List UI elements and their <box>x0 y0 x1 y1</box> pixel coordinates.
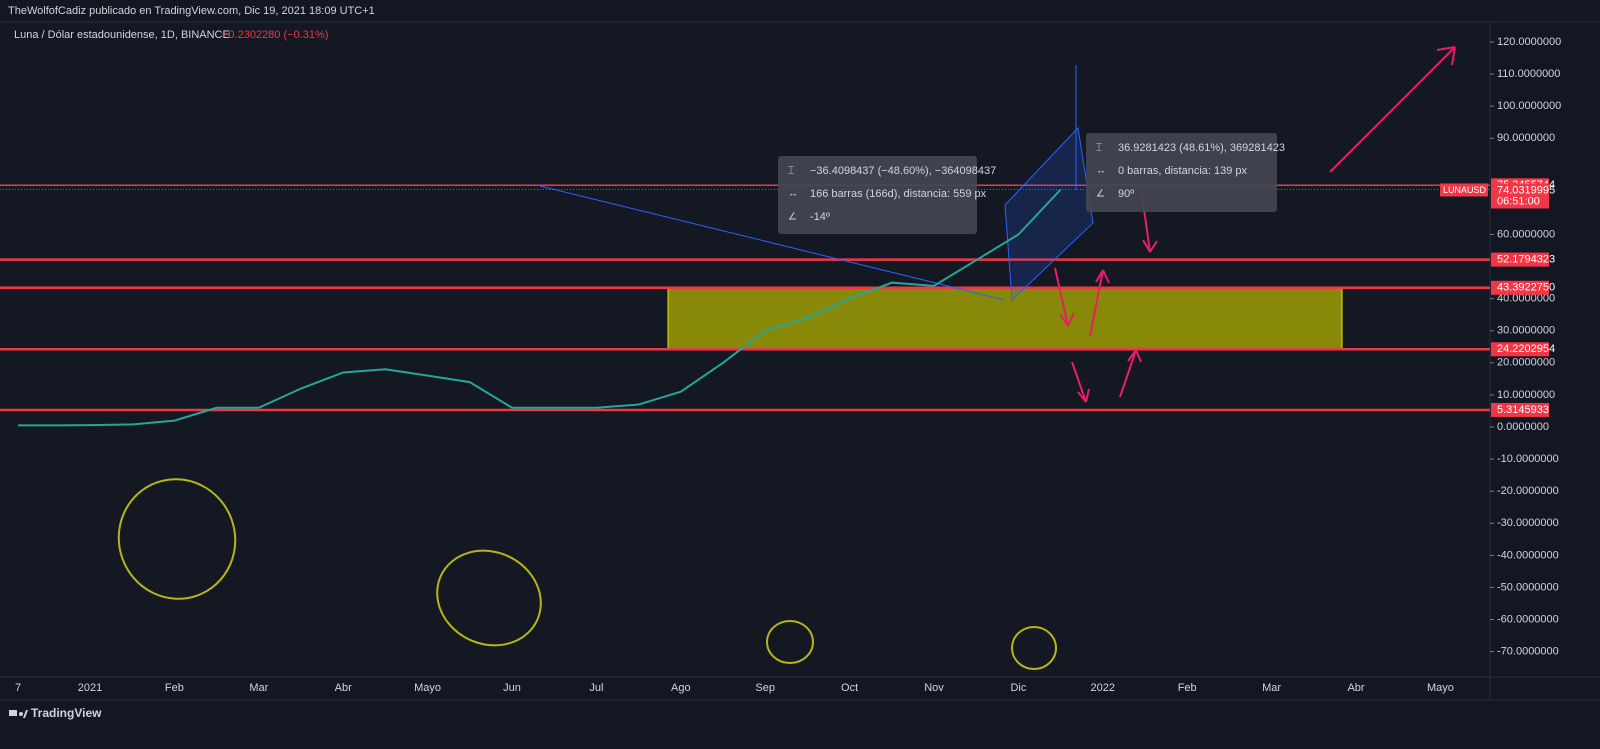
level-tag <box>1491 342 1549 357</box>
x-tick-label: 7 <box>15 682 21 694</box>
channel <box>1004 126 1094 302</box>
level-tag-label: 24.2202954 <box>1497 343 1555 355</box>
price-tag <box>1491 183 1549 209</box>
x-tick-label: Mayo <box>414 682 441 694</box>
price-tag-countdown: 06:51:00 <box>1497 195 1540 207</box>
trend-line <box>539 185 1006 301</box>
x-tick-label: Feb <box>165 682 184 694</box>
y-tick-label: -50.0000000 <box>1497 581 1559 593</box>
arrows <box>1054 46 1456 403</box>
measure-text: 166 barras (166d), distancia: 559 px <box>810 188 987 200</box>
y-tick-label: -40.0000000 <box>1497 549 1559 561</box>
y-tick-label: 0.0000000 <box>1497 421 1549 433</box>
y-tick-label: 90.0000000 <box>1497 132 1555 144</box>
highlight-circles <box>117 478 1057 670</box>
x-tick-label: Mar <box>1262 682 1281 694</box>
measure-icon: ↔ <box>1096 166 1106 177</box>
symbol-title: Luna / Dólar estadounidense, 1D, BINANCE <box>14 29 230 41</box>
y-tick-label: 110.0000000 <box>1497 68 1560 80</box>
x-tick-label: Nov <box>924 682 944 694</box>
measure-icon: ⌶ <box>1096 143 1102 154</box>
measure-icon: ∠ <box>788 212 797 223</box>
footer-logo <box>9 710 28 718</box>
x-tick-label: Dic <box>1010 682 1026 694</box>
measure-box <box>778 156 977 234</box>
measure-icon: ∠ <box>1096 189 1105 200</box>
x-tick-label: 2021 <box>78 682 102 694</box>
measure-icon: ↔ <box>788 189 798 200</box>
measure-text: 90º <box>1118 188 1134 200</box>
zone <box>667 287 1343 350</box>
y-tick-label: -60.0000000 <box>1497 613 1559 625</box>
symbol-tag-label: LUNAUSD <box>1443 185 1487 195</box>
level-tag <box>1491 280 1549 295</box>
level-tag <box>1491 252 1549 267</box>
level-tag-label: 43.3922750 <box>1497 282 1555 294</box>
symbol-tag <box>1440 183 1488 197</box>
y-tick-label: 40.0000000 <box>1497 293 1555 305</box>
price-change: −0.2302280 (−0.31%) <box>222 29 328 41</box>
y-tick-label: 10.0000000 <box>1497 389 1555 401</box>
x-tick-label: Oct <box>841 682 858 694</box>
x-tick-label: Sep <box>755 682 775 694</box>
x-tick-label: Abr <box>335 682 352 694</box>
level-tag-label: 52.1794323 <box>1497 254 1555 266</box>
measure-icon: ⌶ <box>788 166 794 177</box>
x-tick-label: Jun <box>503 682 521 694</box>
x-tick-label: Jul <box>589 682 603 694</box>
y-tick-label: -20.0000000 <box>1497 485 1559 497</box>
level-tag-label: 5.3145933 <box>1497 404 1549 416</box>
publisher: TheWolfofCadiz publicado en TradingView.… <box>8 5 375 17</box>
x-tick-label: 2022 <box>1091 682 1115 694</box>
measure-box <box>1086 133 1277 212</box>
y-tick-label: -70.0000000 <box>1497 646 1559 658</box>
x-tick-label: Abr <box>1347 682 1364 694</box>
y-tick-label: 30.0000000 <box>1497 325 1555 337</box>
measure-text: −36.4098437 (−48.60%), −364098437 <box>810 165 996 177</box>
y-tick-label: 60.0000000 <box>1497 228 1555 240</box>
price-tag-value: 74.0319995 <box>1497 184 1555 196</box>
y-tick-label: 100.0000000 <box>1497 100 1561 112</box>
y-tick-label: 20.0000000 <box>1497 357 1555 369</box>
footer-brand: TradingView <box>31 706 102 720</box>
measure-text: 0 barras, distancia: 139 px <box>1118 165 1248 177</box>
measure-text: 36.9281423 (48.61%), 369281423 <box>1118 142 1285 154</box>
price-line-series <box>18 188 1062 427</box>
x-tick-label: Feb <box>1178 682 1197 694</box>
measure-text: -14º <box>810 211 830 223</box>
x-tick-label: Mayo <box>1427 682 1454 694</box>
y-tick-label: -30.0000000 <box>1497 517 1559 529</box>
level-tag <box>1491 402 1549 417</box>
y-tick-label: -10.0000000 <box>1497 453 1559 465</box>
x-tick-label: Ago <box>671 682 691 694</box>
x-tick-label: Mar <box>249 682 268 694</box>
y-tick-label: 120.0000000 <box>1497 36 1561 48</box>
